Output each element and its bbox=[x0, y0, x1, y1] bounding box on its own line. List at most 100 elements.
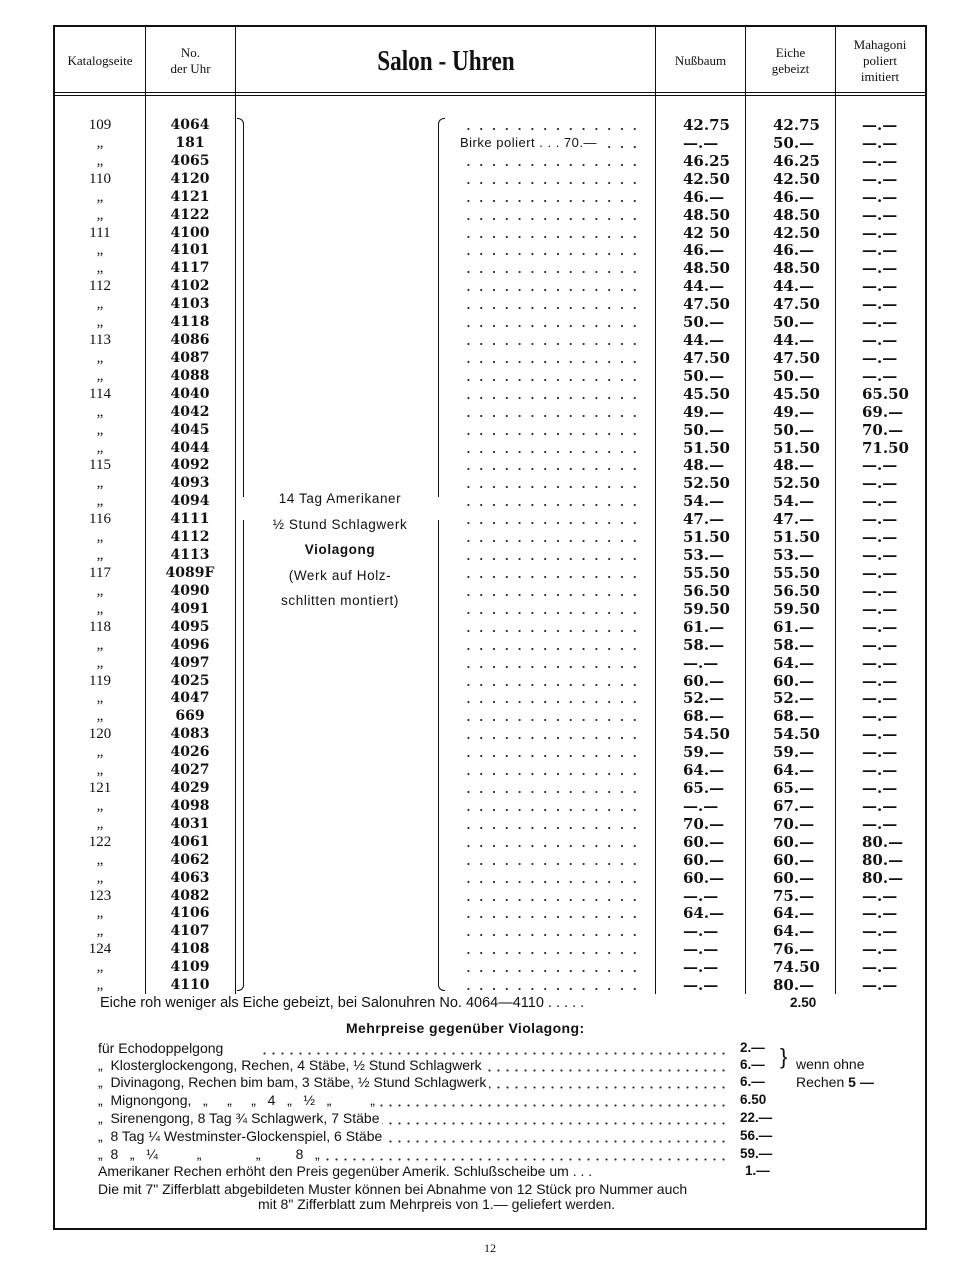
note-value: 1.— bbox=[745, 1163, 770, 1178]
uhr-number-cell: 4045 bbox=[170, 421, 210, 438]
mahagoni-price: —.— bbox=[862, 617, 898, 636]
uhr-number-cell: 4062 bbox=[170, 851, 210, 868]
mahagoni-price: —.— bbox=[862, 348, 898, 367]
katalogseite-cell: „ bbox=[96, 529, 104, 546]
note-text: Eiche roh weniger als Eiche gebeizt, bei… bbox=[100, 995, 585, 1011]
eiche-price: 64.— bbox=[773, 922, 815, 941]
katalogseite-cell: „ bbox=[96, 349, 104, 366]
uhr-number-cell: 4094 bbox=[170, 493, 210, 510]
katalogseite-cell: „ bbox=[96, 869, 104, 886]
katalogseite-cell: „ bbox=[96, 654, 104, 671]
eiche-price: 68.— bbox=[773, 707, 815, 726]
header-label: No. bbox=[180, 45, 201, 60]
eiche-price: 54.50 bbox=[773, 725, 820, 744]
header-label: der Uhr bbox=[170, 61, 211, 76]
mahagoni-price: 80.— bbox=[862, 868, 904, 887]
note-text: wenn ohne bbox=[796, 1056, 865, 1072]
nussbaum-price: 65.— bbox=[683, 779, 725, 798]
katalogseite-cell: „ bbox=[96, 367, 104, 384]
nussbaum-price: 47.50 bbox=[683, 295, 730, 314]
dot-leader bbox=[462, 564, 642, 582]
note-text: mit 8" Zifferblatt zum Mehrpreis von 1.—… bbox=[258, 1196, 616, 1212]
mahagoni-price: 65.50 bbox=[862, 384, 909, 403]
description-line: 14 Tag Amerikaner bbox=[278, 491, 402, 506]
header-no: No. der Uhr bbox=[146, 27, 235, 95]
nussbaum-price: 50.— bbox=[683, 313, 725, 332]
movement-description: 14 Tag Amerikaner ½ Stund Schlagwerk Vio… bbox=[250, 486, 430, 614]
uhr-number-cell: 4027 bbox=[170, 762, 210, 779]
surcharge-value: 59.— bbox=[740, 1146, 773, 1161]
katalogseite-cell: 117 bbox=[89, 565, 111, 581]
nussbaum-price: 44.— bbox=[683, 277, 725, 296]
nussbaum-price: 51.50 bbox=[683, 528, 730, 547]
header-divider bbox=[53, 92, 925, 93]
mahagoni-price: —.— bbox=[862, 313, 898, 332]
eiche-price: 75.— bbox=[773, 886, 815, 905]
katalogseite-cell: „ bbox=[96, 152, 104, 169]
katalogseite-cell: „ bbox=[96, 851, 104, 868]
katalogseite-cell: „ bbox=[96, 296, 104, 313]
mahagoni-price: 69.— bbox=[862, 402, 904, 421]
mahagoni-price: —.— bbox=[862, 277, 898, 296]
mahagoni-price: —.— bbox=[862, 528, 898, 547]
nussbaum-price: —.— bbox=[683, 940, 719, 959]
uhr-number-cell: 4040 bbox=[170, 385, 210, 402]
mahagoni-price: —.— bbox=[862, 133, 898, 152]
dot-leader bbox=[462, 259, 642, 278]
dot-leader bbox=[462, 617, 642, 636]
mahagoni-price: 80.— bbox=[862, 850, 904, 869]
dot-leader bbox=[462, 779, 642, 798]
katalogseite-cell: 119 bbox=[89, 672, 111, 689]
nussbaum-price: 46.— bbox=[683, 187, 725, 206]
katalogseite-cell: „ bbox=[96, 421, 104, 438]
dot-leader bbox=[462, 366, 642, 385]
note-value: 5 — bbox=[848, 1074, 874, 1090]
dot-leader bbox=[462, 868, 642, 887]
header-label: imitiert bbox=[860, 69, 900, 84]
mahagoni-price: —.— bbox=[862, 474, 898, 493]
surcharge-value: 6.50 bbox=[740, 1092, 767, 1107]
eiche-price: 50.— bbox=[773, 366, 815, 385]
uhr-number-cell: 4110 bbox=[170, 977, 210, 994]
surcharge-label: für Echodoppelgong bbox=[98, 1040, 227, 1057]
surcharge-value: 6.— bbox=[740, 1057, 765, 1072]
nussbaum-price: 60.— bbox=[683, 850, 725, 869]
nussbaum-price: 60.— bbox=[683, 671, 725, 690]
mahagoni-price: —.— bbox=[862, 814, 898, 833]
dot-leader bbox=[462, 510, 642, 529]
eiche-price: 46.25 bbox=[773, 151, 820, 170]
dot-leader bbox=[462, 850, 642, 869]
eiche-price: 64.— bbox=[773, 653, 815, 672]
eiche-price: 64.— bbox=[773, 904, 815, 923]
dot-leader bbox=[462, 976, 642, 995]
dot-leader bbox=[462, 277, 642, 296]
nussbaum-price: 61.— bbox=[683, 617, 725, 636]
brace-icon: } bbox=[780, 1044, 788, 1069]
surcharge-value: 6.— bbox=[740, 1074, 765, 1089]
eiche-price: 60.— bbox=[773, 832, 815, 851]
nussbaum-price: 59.— bbox=[683, 743, 725, 762]
uhr-number-cell: 4091 bbox=[170, 600, 210, 617]
uhr-number-cell: 4042 bbox=[170, 403, 210, 420]
eiche-price: 50.— bbox=[773, 313, 815, 332]
nussbaum-price: —.— bbox=[683, 886, 719, 905]
uhr-number-cell: 4100 bbox=[170, 224, 210, 241]
eiche-price: 53.— bbox=[773, 546, 815, 565]
section-heading: Mehrpreise gegenüber Violagong: bbox=[346, 1020, 585, 1036]
uhr-number-cell: 4098 bbox=[170, 797, 210, 814]
nussbaum-price: 60.— bbox=[683, 868, 725, 887]
katalogseite-cell: „ bbox=[96, 547, 104, 564]
mahagoni-price: —.— bbox=[862, 976, 898, 995]
katalogseite-cell: „ bbox=[96, 959, 104, 976]
eiche-price: 65.— bbox=[773, 779, 815, 798]
nussbaum-price: 54.50 bbox=[683, 725, 730, 744]
nussbaum-price: 59.50 bbox=[683, 599, 730, 618]
eiche-price: 47.50 bbox=[773, 295, 820, 314]
nussbaum-price: 45.50 bbox=[683, 384, 730, 403]
eiche-price: 47.— bbox=[773, 510, 815, 529]
price-table-frame bbox=[53, 25, 927, 1230]
dot-leader bbox=[260, 1040, 730, 1057]
eiche-price: 52.50 bbox=[773, 474, 820, 493]
eiche-price: 49.— bbox=[773, 402, 815, 421]
nussbaum-price: 58.— bbox=[683, 635, 725, 654]
